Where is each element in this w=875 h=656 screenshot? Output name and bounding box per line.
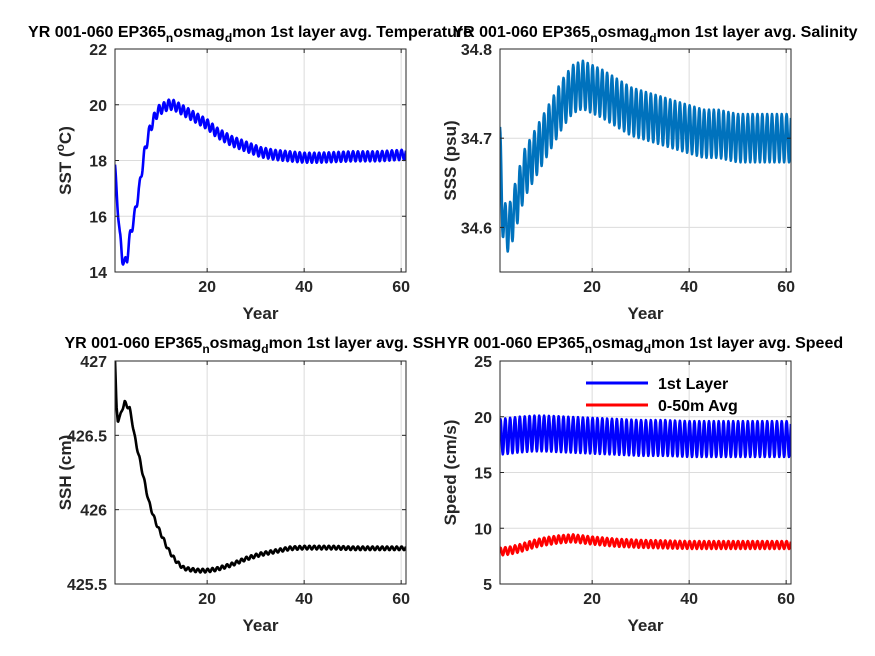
series-line-1 — [115, 361, 406, 574]
x-tick-label: 60 — [777, 591, 795, 608]
x-axis-label: Year — [243, 304, 279, 323]
x-tick-label: 20 — [198, 591, 216, 608]
legend-label-1: 1st Layer — [658, 376, 728, 393]
y-tick-label: 5 — [483, 577, 492, 594]
x-tick-label: 20 — [198, 279, 216, 296]
y-tick-label: 16 — [89, 209, 107, 226]
x-axis-label: Year — [243, 616, 279, 635]
y-tick-label: 20 — [89, 98, 107, 115]
y-tick-label: 20 — [474, 410, 492, 427]
x-axis-label: Year — [628, 304, 664, 323]
subplot-title: YR 001-060 EP365nosmagdmon 1st layer avg… — [64, 335, 445, 356]
y-axis-label: SSS (psu) — [441, 120, 460, 200]
y-axis-label: SSH (cm) — [56, 435, 75, 511]
y-tick-label: 427 — [80, 354, 107, 371]
axes-box — [499, 48, 792, 273]
x-tick-label: 40 — [680, 591, 698, 608]
y-tick-label: 425.5 — [67, 577, 107, 594]
y-tick-label: 34.7 — [461, 131, 492, 148]
subplot-1: 20 40 60 14 16 18 20 22 Year SST (oC) YR 001-060 E… — [28, 24, 472, 323]
subplot-title: YR 001-060 EP365nosmagdmon 1st layer avg… — [452, 24, 857, 45]
y-tick-label: 34.6 — [461, 220, 492, 237]
y-tick-label: 15 — [474, 466, 492, 483]
x-tick-label: 20 — [583, 279, 601, 296]
subplot-3: 20 40 60 425.5 426 426.5 427 Year SSH (cm) YR 001… — [56, 335, 446, 635]
y-tick-label: 10 — [474, 521, 492, 538]
x-tick-label: 40 — [295, 279, 313, 296]
y-tick-label: 25 — [474, 354, 492, 371]
plot-area — [500, 49, 791, 272]
legend-label-2: 0-50m Avg — [658, 398, 738, 415]
axes-box — [114, 360, 407, 585]
y-tick-label: 14 — [89, 265, 107, 282]
y-tick-label: 18 — [89, 154, 107, 171]
x-axis-label: Year — [628, 616, 664, 635]
series-line-2 — [500, 533, 791, 557]
y-tick-label: 34.8 — [461, 42, 492, 59]
subplot-title: YR 001-060 EP365nosmagdmon 1st layer avg… — [447, 335, 843, 356]
subplot-title: YR 001-060 EP365nosmagdmon 1st layer avg… — [28, 24, 472, 45]
x-tick-label: 60 — [777, 279, 795, 296]
y-tick-label: 22 — [89, 42, 107, 59]
x-tick-label: 20 — [583, 591, 601, 608]
series-line-1 — [115, 98, 406, 266]
y-axis-label: Speed (cm/s) — [441, 420, 460, 526]
series-line-1 — [500, 414, 791, 459]
x-tick-label: 40 — [295, 591, 313, 608]
x-tick-label: 40 — [680, 279, 698, 296]
plot-area — [115, 361, 406, 584]
x-tick-label: 60 — [392, 279, 410, 296]
x-tick-label: 60 — [392, 591, 410, 608]
series-line-1 — [500, 59, 791, 253]
y-axis-label: SST (oC) — [53, 126, 75, 195]
subplot-2: 20 40 60 34.6 34.7 34.8 Year SSS (psu) YR 001-06… — [441, 24, 858, 323]
y-tick-label: 426.5 — [67, 428, 107, 445]
subplot-4: 20 40 60 5 10 15 20 25 Year Speed (cm/s) YR 001-06… — [441, 335, 843, 635]
y-tick-label: 426 — [80, 503, 107, 520]
